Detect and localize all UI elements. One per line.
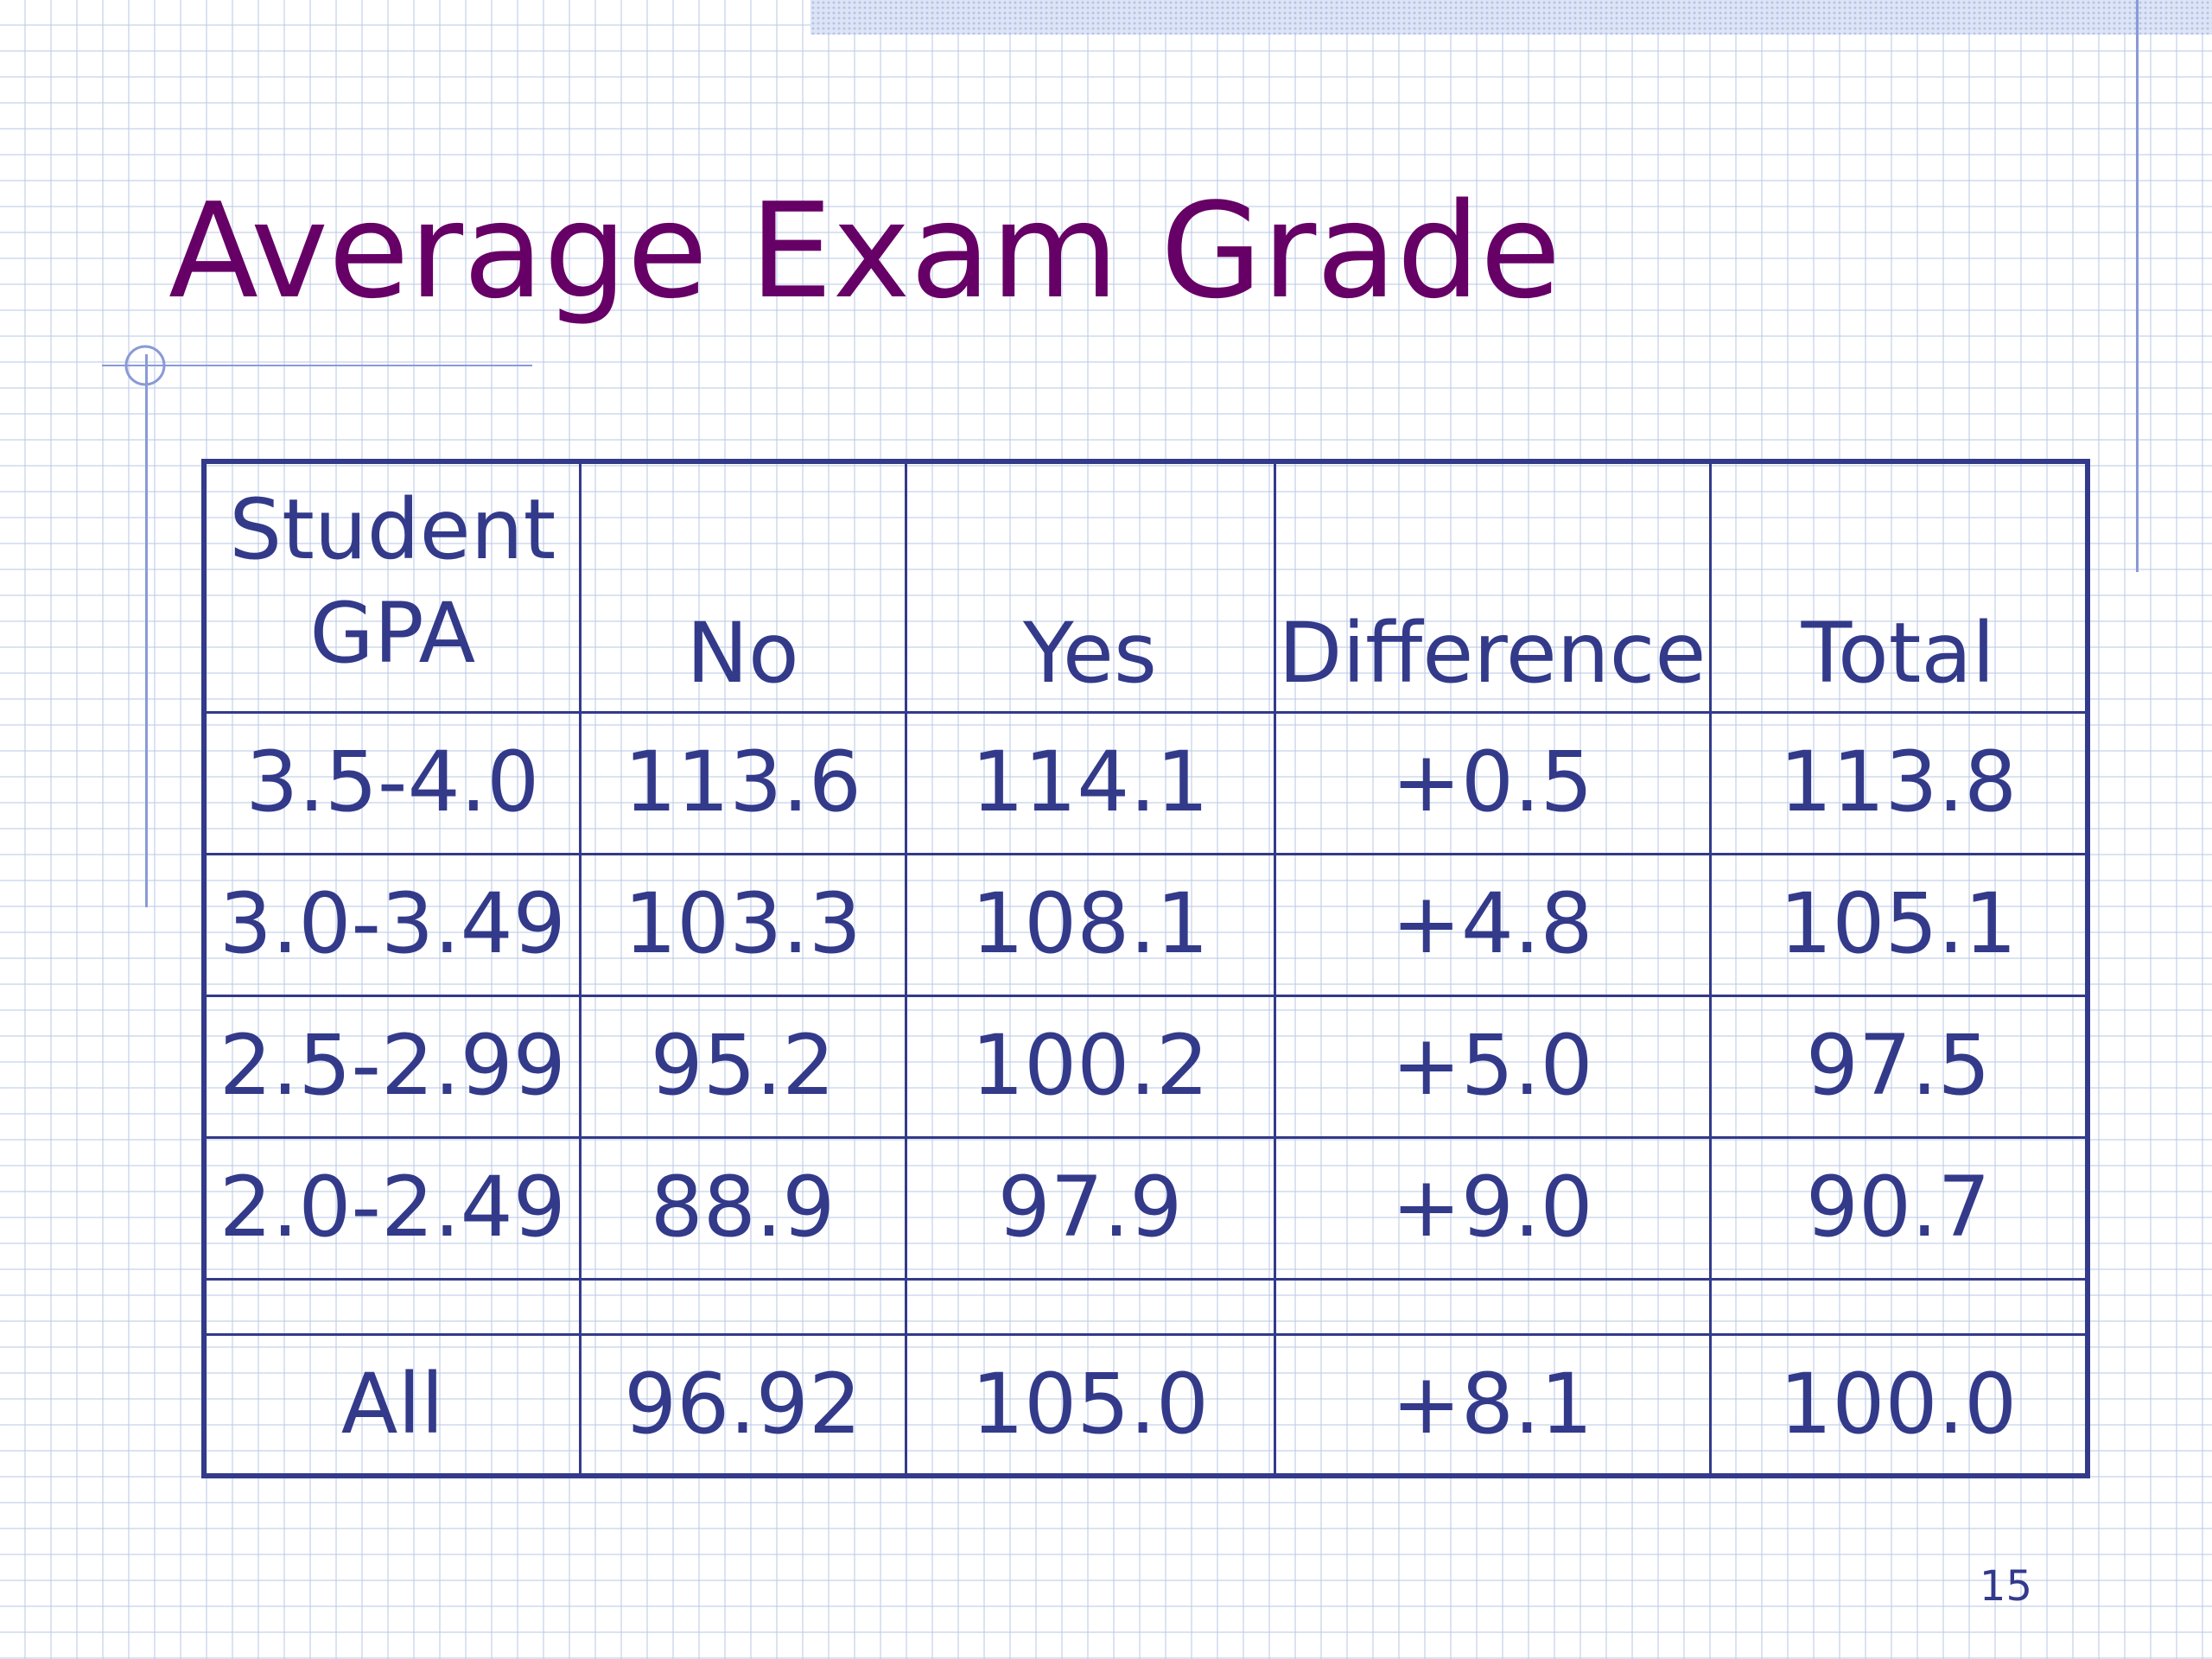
- decorative-vertical-line-right: [2136, 0, 2139, 572]
- cell-yes: 100.2: [904, 994, 1276, 1139]
- cell-difference: +0.5: [1273, 710, 1712, 855]
- header-difference: Difference: [1273, 460, 1712, 714]
- cell-gpa: 2.0-2.49: [202, 1135, 582, 1281]
- table-row: 3.0-3.49 103.3 108.1 +4.8 105.1: [202, 852, 2089, 997]
- cell-difference: +9.0: [1273, 1135, 1712, 1281]
- cell-total: 100.0: [1708, 1332, 2089, 1478]
- table-total-row: All 96.92 105.0 +8.1 100.0: [202, 1332, 2089, 1478]
- cell-no: 113.6: [578, 710, 907, 855]
- header-student-gpa-line2: GPA: [309, 585, 476, 682]
- page-number: 15: [1979, 1562, 2032, 1611]
- cell-total: 113.8: [1708, 710, 2089, 855]
- header-no: No: [578, 460, 907, 714]
- header-total: Total: [1708, 460, 2089, 714]
- grade-table: Student GPA No Yes Difference Total 3.5-…: [201, 459, 2090, 1478]
- title-underline: [102, 365, 532, 366]
- header-student-gpa: Student GPA: [202, 460, 582, 714]
- table-header-row: Student GPA No Yes Difference Total: [202, 460, 2089, 714]
- cell-gpa: 3.0-3.49: [202, 852, 582, 997]
- cell-yes: 97.9: [904, 1135, 1276, 1281]
- crosshair-icon: [124, 345, 166, 386]
- table-row: 3.5-4.0 113.6 114.1 +0.5 113.8: [202, 710, 2089, 855]
- cell-difference: +8.1: [1273, 1332, 1712, 1478]
- decorative-vertical-line-left: [145, 354, 148, 907]
- cell-no: 88.9: [578, 1135, 907, 1281]
- cell-total: 90.7: [1708, 1135, 2089, 1281]
- header-student-gpa-line1: Student: [229, 481, 556, 578]
- cell-yes: 108.1: [904, 852, 1276, 997]
- cell-no: 96.92: [578, 1332, 907, 1478]
- header-yes: Yes: [904, 460, 1276, 714]
- cell-total: 97.5: [1708, 994, 2089, 1139]
- cell-total: 105.1: [1708, 852, 2089, 997]
- cell-difference: +4.8: [1273, 852, 1712, 997]
- cell-yes: 105.0: [904, 1332, 1276, 1478]
- cell-gpa: All: [202, 1332, 582, 1478]
- decorative-top-band: [810, 0, 2212, 35]
- cell-no: 95.2: [578, 994, 907, 1139]
- table-row: 2.0-2.49 88.9 97.9 +9.0 90.7: [202, 1135, 2089, 1281]
- cell-yes: 114.1: [904, 710, 1276, 855]
- cell-difference: +5.0: [1273, 994, 1712, 1139]
- cell-gpa: 3.5-4.0: [202, 710, 582, 855]
- table-spacer-row: [202, 1277, 2089, 1336]
- cell-gpa: 2.5-2.99: [202, 994, 582, 1139]
- cell-no: 103.3: [578, 852, 907, 997]
- table-row: 2.5-2.99 95.2 100.2 +5.0 97.5: [202, 994, 2089, 1139]
- slide-title: Average Exam Grade: [168, 175, 1561, 327]
